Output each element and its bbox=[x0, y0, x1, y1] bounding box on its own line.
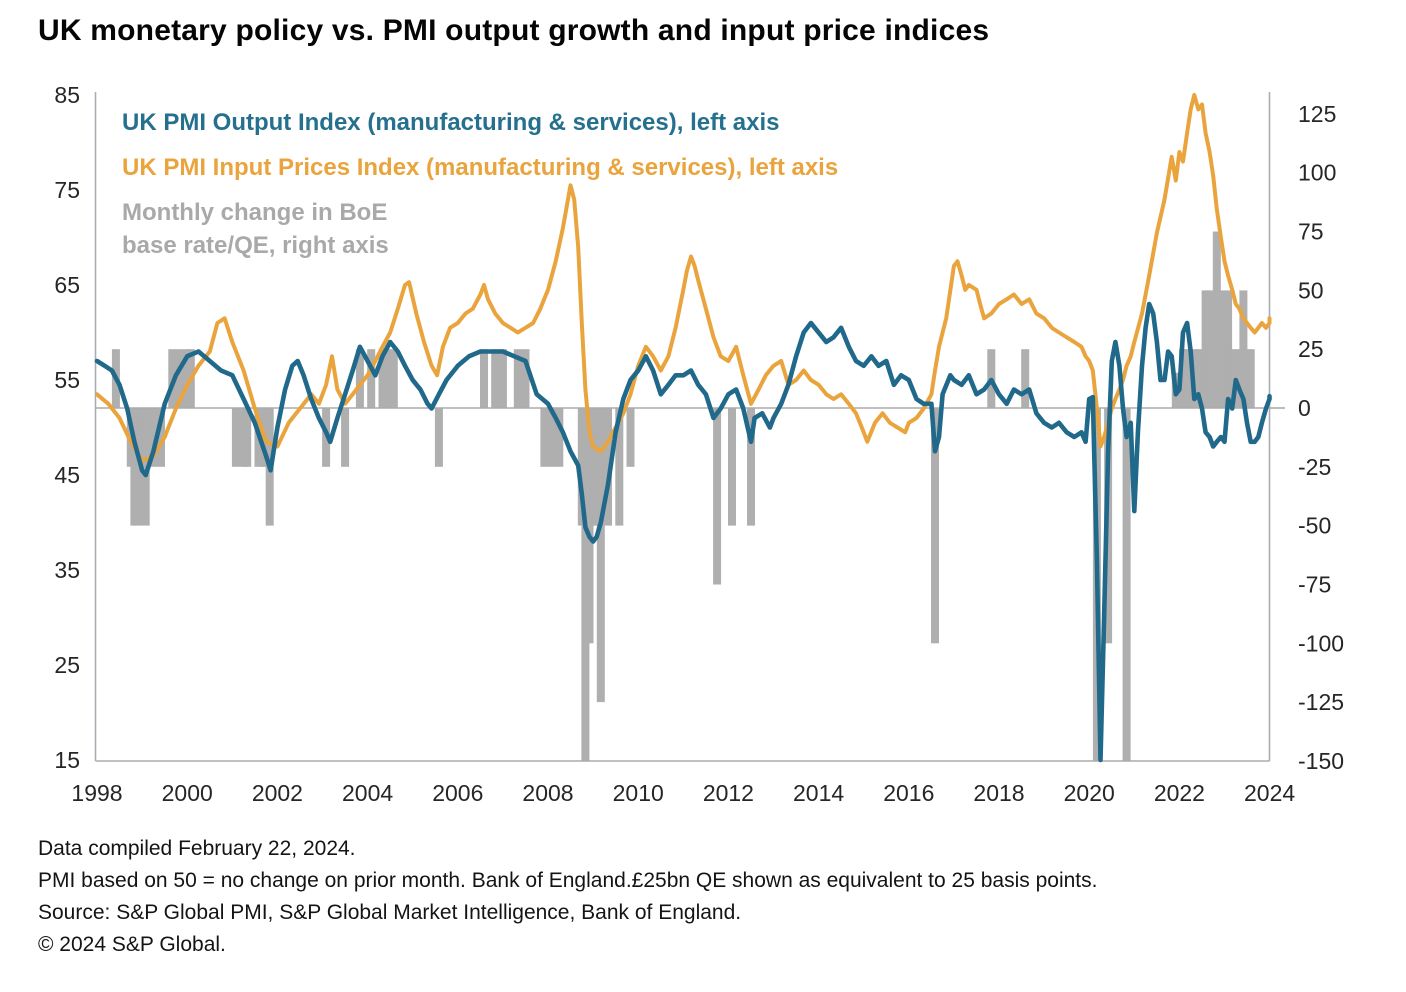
svg-text:50: 50 bbox=[1298, 277, 1324, 303]
svg-text:-100: -100 bbox=[1298, 630, 1344, 656]
footnote-method: PMI based on 50 = no change on prior mon… bbox=[38, 869, 1098, 892]
svg-text:100: 100 bbox=[1298, 160, 1336, 186]
svg-text:2014: 2014 bbox=[793, 780, 844, 806]
svg-text:0: 0 bbox=[1298, 395, 1311, 421]
svg-text:75: 75 bbox=[1298, 219, 1324, 245]
pmi-input-prices-line bbox=[95, 93, 1272, 463]
plot-border-axes bbox=[94, 92, 1271, 762]
footnote-source: Source: S&P Global PMI, S&P Global Marke… bbox=[38, 901, 742, 924]
legend: UK PMI Output Index (manufacturing & ser… bbox=[122, 108, 838, 262]
svg-text:-25: -25 bbox=[1298, 454, 1331, 480]
pmi-output-line bbox=[94, 301, 1272, 763]
svg-text:-125: -125 bbox=[1298, 689, 1344, 715]
svg-text:2004: 2004 bbox=[342, 780, 393, 806]
footnote-copyright: © 2024 S&P Global. bbox=[38, 933, 226, 956]
svg-text:2006: 2006 bbox=[432, 780, 483, 806]
svg-text:85: 85 bbox=[54, 82, 80, 108]
svg-text:25: 25 bbox=[1298, 336, 1324, 362]
svg-text:35: 35 bbox=[54, 557, 80, 583]
svg-text:2002: 2002 bbox=[252, 780, 303, 806]
svg-text:2008: 2008 bbox=[522, 780, 573, 806]
right-axis-labels: 125 100 75 50 25 0 -25 -50 -75 -100 -125 -150 bbox=[1298, 101, 1344, 774]
x-axis-labels: 1998 2000 2002 2004 2006 2008 2010 2012 2014 2016… bbox=[71, 780, 1295, 806]
svg-text:15: 15 bbox=[54, 747, 80, 773]
legend-pmi-output: UK PMI Output Index (manufacturing & ser… bbox=[122, 109, 780, 136]
svg-text:65: 65 bbox=[54, 272, 80, 298]
svg-text:2024: 2024 bbox=[1244, 780, 1295, 806]
svg-text:2012: 2012 bbox=[703, 780, 754, 806]
boe-bars bbox=[111, 231, 1255, 761]
svg-text:-75: -75 bbox=[1298, 572, 1331, 598]
svg-text:2016: 2016 bbox=[883, 780, 934, 806]
chart-canvas: 85 75 65 55 45 35 25 15 125 100 75 50 25 0 -25 -50 -75 -… bbox=[54, 82, 1344, 806]
svg-text:25: 25 bbox=[54, 652, 80, 678]
legend-boe-bars: Monthly change in BoE base rate/QE, righ… bbox=[122, 199, 389, 259]
svg-text:55: 55 bbox=[54, 367, 80, 393]
svg-text:1998: 1998 bbox=[71, 780, 122, 806]
svg-text:125: 125 bbox=[1298, 101, 1336, 127]
left-axis-labels: 85 75 65 55 45 35 25 15 bbox=[54, 82, 80, 773]
footnotes: Data compiled February 22, 2024. PMI bas… bbox=[38, 833, 1097, 961]
legend-pmi-input-prices: UK PMI Input Prices Index (manufacturing… bbox=[122, 154, 839, 181]
svg-text:-150: -150 bbox=[1298, 748, 1344, 774]
svg-text:2018: 2018 bbox=[973, 780, 1024, 806]
svg-text:2020: 2020 bbox=[1064, 780, 1115, 806]
footnote-compiled: Data compiled February 22, 2024. bbox=[38, 837, 356, 860]
svg-text:2000: 2000 bbox=[162, 780, 213, 806]
svg-text:2022: 2022 bbox=[1154, 780, 1205, 806]
svg-text:75: 75 bbox=[54, 177, 80, 203]
chart-title: UK monetary policy vs. PMI output growth… bbox=[38, 14, 990, 47]
svg-text:-50: -50 bbox=[1298, 513, 1331, 539]
svg-text:45: 45 bbox=[54, 462, 80, 488]
svg-text:2010: 2010 bbox=[613, 780, 664, 806]
